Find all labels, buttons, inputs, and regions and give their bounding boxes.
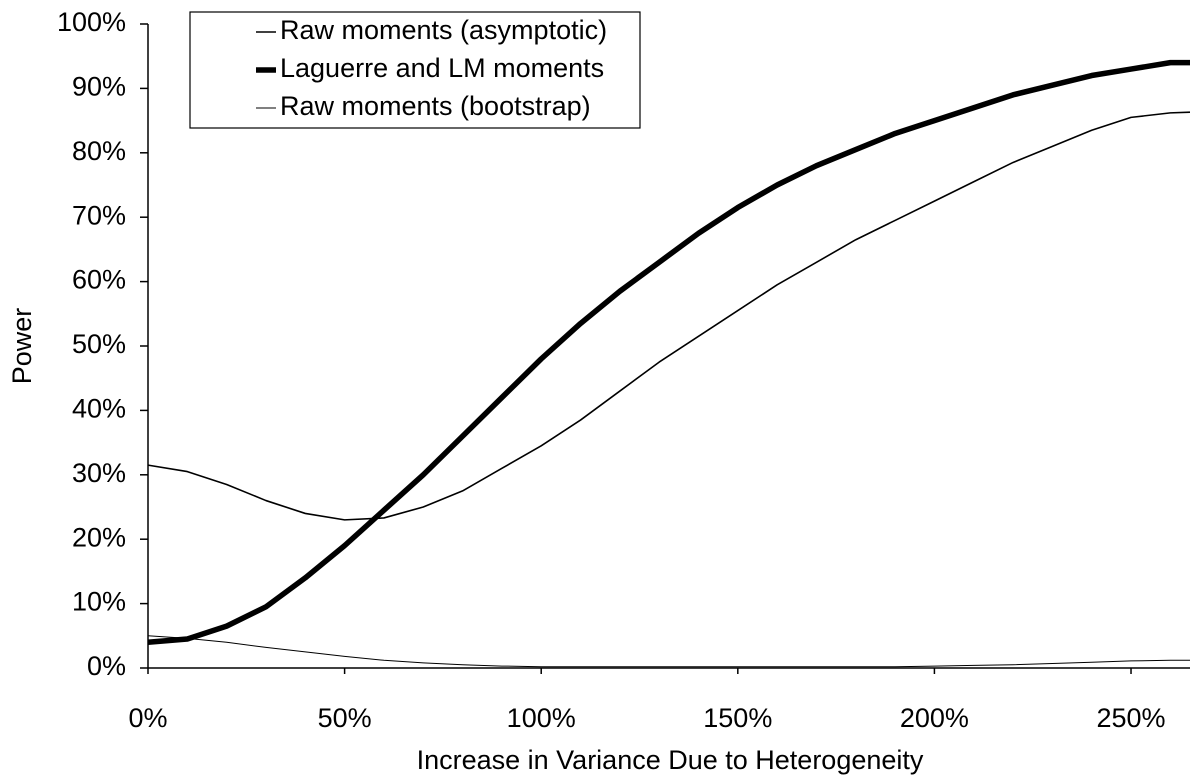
y-tick-label: 90% <box>72 72 126 102</box>
y-tick-label: 30% <box>72 458 126 488</box>
y-tick-label: 80% <box>72 136 126 166</box>
y-tick-label: 60% <box>72 265 126 295</box>
y-axis-label: Power <box>7 308 37 385</box>
x-axis-label: Increase in Variance Due to Heterogeneit… <box>417 745 924 775</box>
x-tick-label: 150% <box>703 703 772 733</box>
y-tick-label: 20% <box>72 522 126 552</box>
x-tick-label: 200% <box>900 703 969 733</box>
y-tick-label: 70% <box>72 200 126 230</box>
legend-label: Raw moments (asymptotic) <box>280 15 607 45</box>
y-tick-label: 10% <box>72 587 126 617</box>
x-tick-label: 0% <box>128 703 167 733</box>
x-tick-label: 250% <box>1096 703 1165 733</box>
y-tick-label: 0% <box>87 651 126 681</box>
series-line <box>147 59 1190 645</box>
x-tick-label: 50% <box>318 703 372 733</box>
series-line <box>147 635 1190 668</box>
legend-label: Laguerre and LM moments <box>280 53 604 83</box>
y-tick-label: 100% <box>57 7 126 37</box>
series-line <box>147 111 1191 521</box>
legend-label: Raw moments (bootstrap) <box>280 91 591 121</box>
y-tick-label: 40% <box>72 394 126 424</box>
x-tick-label: 100% <box>507 703 576 733</box>
y-tick-label: 50% <box>72 329 126 359</box>
